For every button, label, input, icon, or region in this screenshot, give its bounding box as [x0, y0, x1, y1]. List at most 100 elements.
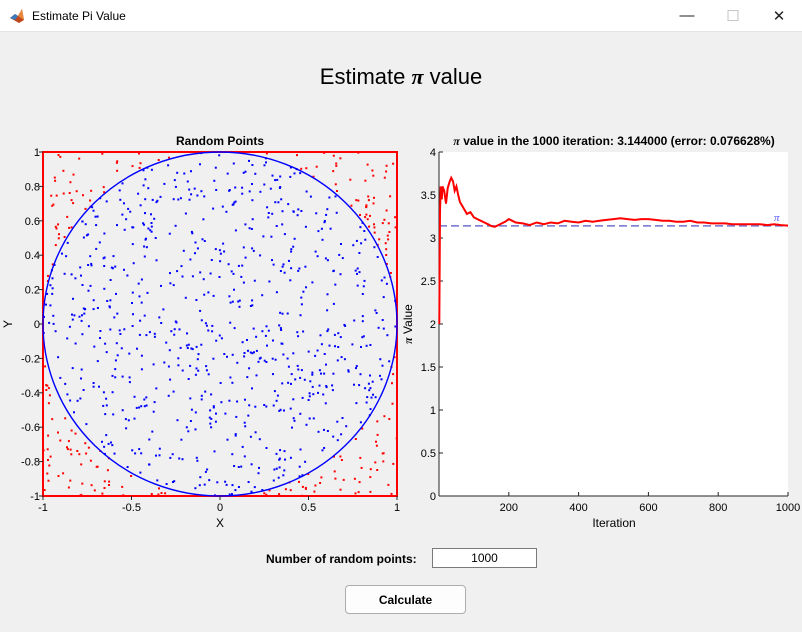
- inside-point: [167, 394, 170, 397]
- outside-point: [82, 194, 84, 197]
- scatter-y-tick-label: -0.4: [21, 388, 40, 400]
- inside-point: [331, 389, 334, 392]
- inside-point: [103, 232, 106, 235]
- scatter-y-tick-label: -0.8: [21, 457, 40, 469]
- inside-point: [273, 390, 276, 393]
- inside-point: [267, 212, 270, 214]
- inside-point: [142, 222, 145, 225]
- inside-point: [369, 387, 372, 390]
- scatter-y-tick-label: 1: [34, 147, 40, 159]
- minimize-button[interactable]: —: [679, 7, 695, 24]
- inside-point: [263, 164, 266, 167]
- outside-point: [131, 165, 134, 168]
- outside-point: [50, 194, 53, 197]
- inside-point: [320, 372, 322, 375]
- inside-point: [235, 415, 238, 418]
- inside-point: [153, 401, 156, 404]
- inside-point: [125, 218, 128, 221]
- inside-point: [279, 270, 282, 272]
- inside-point: [128, 381, 131, 384]
- inside-point: [325, 385, 328, 387]
- inside-point: [299, 314, 302, 317]
- outside-point: [359, 456, 362, 459]
- inside-point: [358, 271, 361, 274]
- inside-point: [99, 330, 102, 332]
- outside-point: [80, 463, 83, 466]
- maximize-button[interactable]: ☐: [726, 7, 740, 25]
- window-title: Estimate Pi Value: [32, 9, 126, 23]
- inside-point: [82, 307, 85, 310]
- inside-point: [107, 442, 110, 445]
- inside-point: [314, 354, 317, 357]
- inside-point: [242, 171, 245, 174]
- inside-point: [199, 309, 202, 312]
- inside-point: [381, 319, 384, 321]
- outside-point: [53, 176, 56, 179]
- outside-point: [70, 453, 73, 456]
- pi-reference-label: π: [774, 212, 780, 224]
- inside-point: [370, 396, 373, 399]
- inside-point: [229, 301, 232, 304]
- line-y-ticks: 0 0.5 1 1.5 2 2.5 3 3.5 4: [421, 147, 443, 503]
- inside-point: [213, 450, 216, 453]
- inside-point: [212, 406, 215, 409]
- calculate-button[interactable]: Calculate: [345, 585, 466, 614]
- inside-point: [218, 154, 221, 157]
- inside-point: [109, 279, 112, 281]
- line-y-tick-label: 4: [430, 147, 436, 159]
- inside-point: [237, 486, 240, 488]
- inside-point: [66, 337, 69, 340]
- outside-point: [388, 418, 391, 420]
- outside-point: [95, 465, 98, 468]
- inside-point: [251, 199, 254, 202]
- inside-point: [343, 358, 346, 361]
- outside-point: [68, 192, 71, 194]
- inside-point: [171, 453, 174, 456]
- inside-point: [226, 355, 228, 358]
- outside-point: [336, 190, 338, 192]
- outside-point: [305, 167, 308, 170]
- line-x-tick-label: 1000: [776, 502, 800, 514]
- outside-point: [160, 492, 163, 494]
- inside-point: [212, 207, 215, 210]
- inside-point: [158, 447, 161, 450]
- outside-point: [354, 492, 357, 495]
- heading-text-post: value: [423, 64, 483, 89]
- inside-point: [355, 367, 357, 370]
- inside-point: [360, 242, 363, 245]
- inside-point: [149, 229, 152, 232]
- inside-point: [145, 404, 148, 407]
- scatter-y-ticks: -1 -0.8 -0.6 -0.4 -0.2 0 0.2 0.4 0.6 0.8 1: [21, 147, 43, 503]
- inside-point: [311, 371, 314, 374]
- outside-point: [76, 450, 79, 452]
- inside-point: [94, 215, 97, 218]
- scatter-y-tick-label: -0.6: [21, 422, 40, 434]
- inside-point: [244, 256, 247, 259]
- close-button[interactable]: ✕: [772, 7, 786, 25]
- inside-point: [218, 249, 221, 252]
- inside-point: [250, 228, 253, 230]
- inside-point: [178, 457, 181, 460]
- inside-point: [199, 476, 202, 479]
- inside-point: [301, 474, 304, 477]
- outside-point: [391, 402, 394, 405]
- inside-point: [244, 398, 246, 401]
- inside-point: [233, 288, 235, 291]
- inside-point: [309, 195, 312, 198]
- inside-point: [200, 398, 203, 401]
- inside-point: [105, 351, 108, 354]
- inside-point: [323, 220, 326, 222]
- inside-point: [326, 208, 329, 211]
- inside-point: [332, 372, 335, 375]
- inside-point: [364, 387, 367, 390]
- inside-point: [336, 359, 339, 362]
- inside-point: [242, 246, 245, 249]
- points-input[interactable]: [432, 548, 537, 568]
- outside-point: [84, 442, 87, 445]
- outside-point: [138, 166, 141, 169]
- inside-point: [290, 250, 293, 253]
- inside-point: [281, 210, 284, 213]
- inside-point: [143, 314, 146, 317]
- inside-point: [339, 273, 342, 276]
- outside-point: [157, 493, 160, 496]
